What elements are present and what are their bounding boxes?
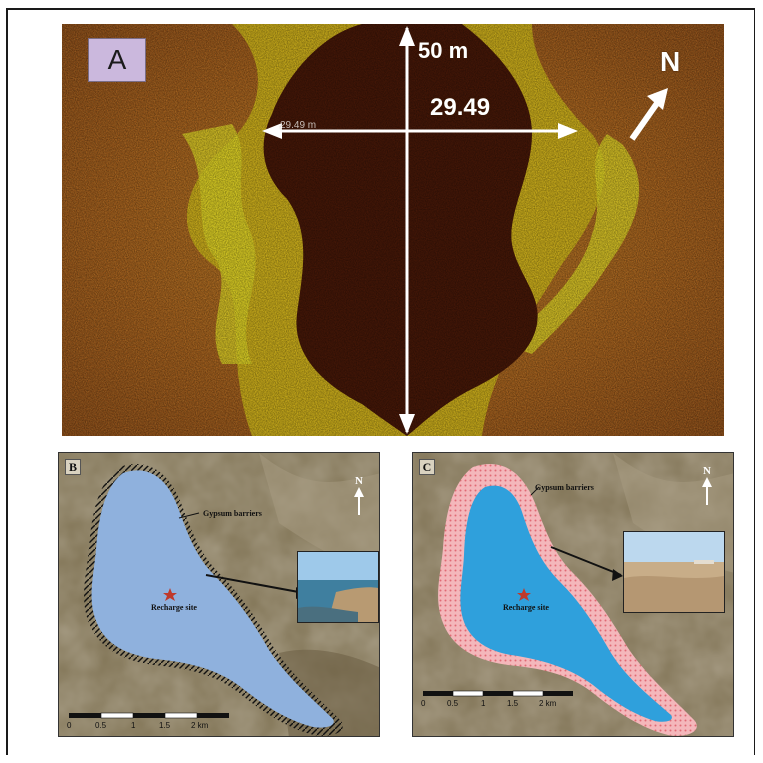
lake-c	[460, 485, 672, 722]
figure-frame	[6, 8, 755, 755]
photo-inset-b	[297, 551, 379, 623]
barrier-label-b: Gypsum barriers	[203, 509, 262, 518]
site-label-c: Recharge site	[503, 603, 549, 612]
sonar-image	[62, 24, 724, 436]
scale-1-b: 1	[131, 721, 136, 730]
scale-0-c: 0	[421, 699, 426, 708]
length-label: 50 m	[418, 38, 469, 63]
width-label: 29.49	[430, 94, 491, 121]
panel-a-tag: A	[88, 38, 146, 82]
small-width-label: 29.49 m	[280, 120, 317, 131]
north-arrow-icon	[629, 97, 663, 141]
scale-15-c: 1.5	[507, 699, 519, 708]
lake-b	[91, 470, 334, 728]
sonar-image-panel-a: A 50 m 29.49 29.49 m N	[62, 24, 724, 436]
scale-05-c: 0.5	[447, 699, 459, 708]
north-label-c: N	[703, 465, 711, 477]
arrow-left-icon	[262, 123, 282, 139]
scale-15-b: 1.5	[159, 721, 171, 730]
scale-bar-c	[423, 690, 573, 697]
recharge-star-c-icon	[517, 588, 531, 601]
photo-leader-line	[205, 574, 305, 594]
recharge-star-icon	[163, 588, 177, 601]
scale-2-c: 2 km	[539, 699, 557, 708]
north-label: N	[660, 46, 681, 77]
north-arrowhead-icon	[647, 88, 668, 110]
map-panel-b: B N Gypsum barriers Recharge site 0 0.5 …	[58, 452, 380, 737]
arrow-down-icon	[399, 414, 415, 434]
photo-inset-c	[623, 531, 725, 613]
scale-2-b: 2 km	[191, 721, 209, 730]
photo-leader-line-c	[550, 546, 622, 576]
map-panel-c: C N Gypsum barriers Recharge site 0 0.5 …	[412, 452, 734, 737]
scale-05-b: 0.5	[95, 721, 107, 730]
panel-c-tag: C	[419, 459, 435, 475]
arrow-up-icon	[399, 26, 415, 46]
scale-1-c: 1	[481, 699, 486, 708]
barrier-label-c: Gypsum barriers	[535, 483, 594, 492]
arrow-right-icon	[558, 123, 578, 139]
panel-b-tag: B	[65, 459, 81, 475]
north-label-b: N	[355, 475, 363, 487]
site-label-b: Recharge site	[151, 603, 197, 612]
scale-0-b: 0	[67, 721, 72, 730]
scale-bar-b	[69, 712, 229, 719]
